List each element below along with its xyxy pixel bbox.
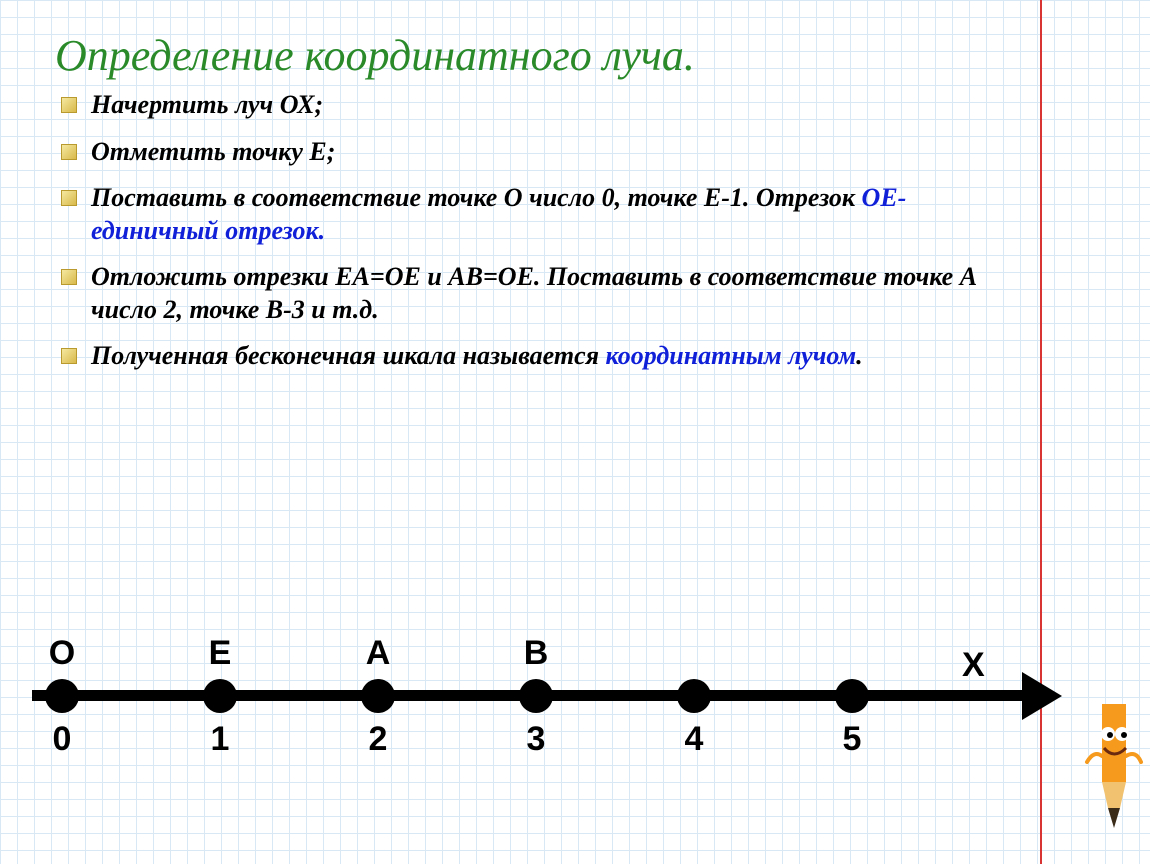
ray-point-dot [45, 679, 79, 713]
list-item-text: Начертить луч ОХ; [91, 90, 323, 119]
ray-point-letter: А [366, 634, 391, 673]
ray-point-dot [519, 679, 553, 713]
ray-point-dot [203, 679, 237, 713]
ray-point-number: 1 [211, 720, 230, 759]
ray-point-letter: О [49, 634, 75, 673]
list-item-text: координатным лучом [606, 341, 857, 370]
slide-title: Определение координатного луча. [55, 30, 1020, 81]
number-line-diagram: Х О 0 Е 1 А 2 В 3 4 5 [12, 620, 1052, 820]
ray-point-dot [835, 679, 869, 713]
ray-point-dot [677, 679, 711, 713]
list-item: Отложить отрезки ЕА=ОЕ и АВ=ОЕ. Поставит… [55, 261, 1020, 326]
pencil-arm-left [1087, 754, 1102, 762]
pencil-body [1102, 704, 1126, 786]
list-item: Начертить луч ОХ; [55, 89, 1020, 122]
ray-point-number: 0 [53, 720, 72, 759]
pencil-wood [1102, 782, 1126, 808]
list-item: Полученная бесконечная шкала называется … [55, 340, 1020, 373]
ray-point-number: 2 [369, 720, 388, 759]
ray-point-dot [361, 679, 395, 713]
list-item-text: Отметить точку Е; [91, 137, 335, 166]
pencil-eye-right [1121, 732, 1127, 738]
ray-point-letter: В [524, 634, 549, 673]
list-item-text: . [856, 341, 863, 370]
axis-label-x: Х [962, 646, 985, 685]
pencil-eye-left [1107, 732, 1113, 738]
ray-point-letter: Е [209, 634, 232, 673]
list-item-text: Отложить отрезки ЕА=ОЕ и АВ=ОЕ. Поставит… [91, 262, 977, 324]
ray-point-number: 4 [685, 720, 704, 759]
ray-point-number: 5 [843, 720, 862, 759]
list-item-text: Полученная бесконечная шкала называется [91, 341, 606, 370]
bullet-list: Начертить луч ОХ; Отметить точку Е; Постав… [55, 89, 1020, 373]
ray-point-number: 3 [527, 720, 546, 759]
list-item: Отметить точку Е; [55, 136, 1020, 169]
ray-arrow [1022, 672, 1062, 720]
slide-content: Определение координатного луча. Начертит… [0, 0, 1150, 373]
pencil-arm-right [1126, 754, 1141, 762]
list-item-text: Поставить в соответствие точке О число 0… [91, 183, 862, 212]
list-item: Поставить в соответствие точке О число 0… [55, 182, 1020, 247]
pencil-icon [1084, 704, 1144, 834]
pencil-lead [1108, 808, 1120, 828]
